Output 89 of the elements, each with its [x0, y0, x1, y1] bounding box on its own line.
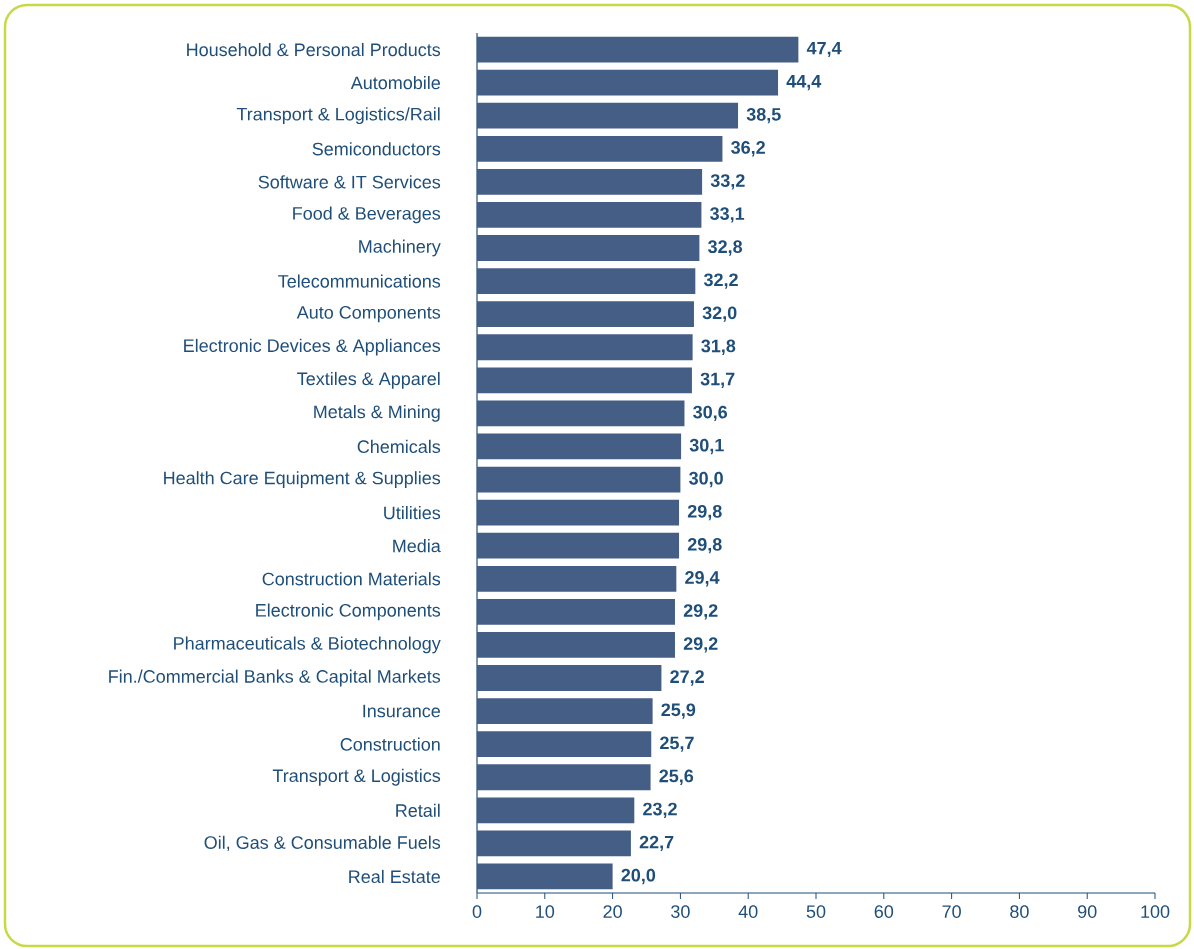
y-tick-label: Electronic Components [256, 603, 441, 621]
data-label: 30,6 [693, 405, 728, 422]
x-tick-label: 30 [671, 905, 690, 918]
x-tick-label: 20 [603, 905, 622, 918]
y-tick-label: Fin./Commercial Banks & Capital Markets [109, 669, 441, 687]
x-tick-label: 40 [738, 905, 758, 918]
data-label: 29,8 [687, 504, 722, 521]
x-tick-label: 60 [874, 905, 894, 918]
y-tick-label: Household & Personal Products [187, 42, 441, 57]
x-tick-label: 100 [1141, 905, 1170, 918]
y-tick-label: Media [393, 539, 441, 553]
data-label: 29,4 [685, 571, 720, 587]
bar [477, 797, 635, 824]
y-tick-label: Textiles & Apparel [297, 371, 440, 389]
bar [477, 466, 681, 493]
y-tick-label: Transport & Logistics/Rail [236, 107, 440, 125]
y-tick-label: Electronic Devices & Appliances [184, 338, 441, 356]
y-tick-label: Telecommunications [278, 274, 441, 288]
data-label: 33,1 [710, 207, 745, 223]
data-label: 38,5 [746, 108, 781, 124]
data-label: 44,4 [786, 75, 822, 91]
x-tick-label: 80 [1010, 905, 1029, 918]
data-label: 27,2 [670, 670, 704, 686]
bar [477, 499, 680, 526]
y-tick-label: Transport & Logistics [272, 768, 441, 786]
y-tick-label: Semiconductors [312, 142, 441, 156]
y-tick-label: Health Care Equipment & Supplies [164, 471, 441, 488]
y-tick-label: Real Estate [349, 869, 440, 884]
y-tick-label: Auto Components [296, 306, 441, 323]
x-tick-label: 70 [942, 905, 961, 918]
x-tick-label: 50 [806, 905, 826, 918]
data-label: 29,8 [687, 538, 722, 554]
bar [477, 731, 652, 758]
y-tick-label: Metals & Mining [314, 405, 440, 422]
bar [477, 69, 779, 96]
data-label: 20,0 [621, 868, 656, 885]
data-label: 23,2 [643, 802, 677, 818]
data-label: 32,8 [707, 240, 743, 256]
bar [477, 202, 702, 228]
bar [477, 565, 677, 592]
data-label: 29,2 [683, 637, 718, 653]
y-tick-label: Utilities [384, 506, 441, 520]
bar [477, 598, 675, 625]
bar [477, 301, 694, 328]
y-tick-label: Construction Materials [262, 572, 441, 586]
data-label: 29,2 [683, 604, 718, 620]
data-label: 25,7 [660, 736, 694, 752]
bar [477, 135, 723, 162]
data-label: 25,9 [661, 703, 696, 719]
y-tick-label: Insurance [363, 704, 440, 718]
bar [477, 433, 682, 460]
y-tick-label: Food & Beverages [293, 206, 441, 224]
bar [477, 334, 693, 361]
data-label: 30,1 [689, 438, 724, 455]
bar [477, 36, 799, 63]
data-label: 47,4 [806, 41, 842, 58]
data-label: 36,2 [731, 141, 765, 157]
data-label: 32,0 [702, 306, 737, 322]
data-label: 33,2 [710, 174, 745, 190]
x-tick-label: 10 [536, 905, 555, 918]
x-tick-label: 90 [1078, 905, 1097, 918]
data-label: 31,8 [701, 339, 736, 355]
bar [477, 168, 703, 195]
bar [477, 698, 653, 724]
y-tick-label: Construction [340, 737, 440, 751]
bar [477, 532, 680, 559]
data-label: 31,7 [700, 372, 735, 388]
bar [477, 235, 700, 261]
bar [477, 102, 739, 129]
data-label: 30,0 [689, 471, 723, 488]
y-tick-label: Retail [396, 803, 440, 817]
y-tick-label: Machinery [359, 239, 441, 257]
bar [477, 400, 685, 427]
data-label: 25,6 [659, 769, 694, 785]
bar [477, 268, 696, 294]
y-tick-label: Software & IT Services [258, 175, 441, 189]
bar [477, 863, 613, 890]
x-tick-label: 0 [472, 905, 482, 918]
bar [477, 632, 675, 658]
bar [477, 665, 662, 691]
y-tick-label: Pharmaceuticals & Biotechnology [174, 636, 441, 654]
y-tick-label: Chemicals [357, 439, 441, 454]
bar [477, 764, 651, 791]
bar [477, 367, 692, 394]
y-tick-label: Oil, Gas & Consumable Fuels [204, 835, 441, 852]
y-tick-label: Automobile [350, 76, 440, 90]
data-label: 22,7 [639, 835, 674, 852]
data-label: 32,2 [703, 273, 738, 289]
bar [477, 830, 631, 857]
